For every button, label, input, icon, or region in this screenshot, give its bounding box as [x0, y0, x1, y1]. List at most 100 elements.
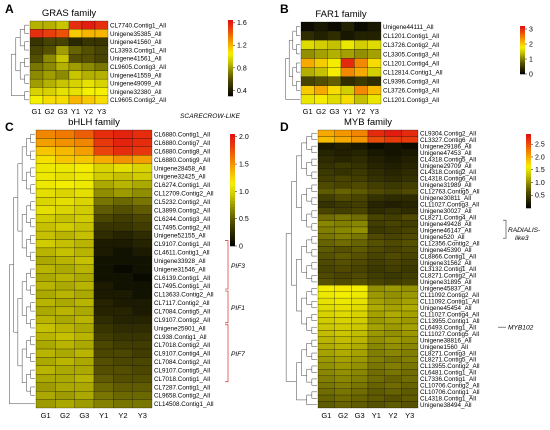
- heatmap-cell: [132, 264, 153, 274]
- heatmap-cell: [93, 256, 114, 265]
- heatmap-cell: [401, 233, 419, 241]
- dendrogram-branch: [24, 74, 29, 84]
- heatmap-cell: [29, 29, 44, 38]
- heatmap-cell: [367, 58, 382, 68]
- dendrogram-branch: [30, 133, 35, 143]
- row-label: CL8866.Contig1_All: [420, 253, 476, 260]
- color-scale-step: [230, 156, 235, 160]
- heatmap-cell: [93, 146, 114, 156]
- heatmap-cell: [367, 246, 385, 253]
- heatmap-cell: [42, 78, 57, 88]
- heatmap-cell: [367, 233, 385, 241]
- row-label: CL6244.Contig3_All: [154, 216, 210, 223]
- heatmap-cell: [113, 214, 133, 223]
- color-scale-step: [526, 200, 531, 203]
- heatmap-cell: [351, 175, 369, 182]
- heatmap-cell: [401, 181, 419, 189]
- heatmap-cell: [384, 200, 402, 208]
- gene-group-label: PIF3: [231, 263, 245, 270]
- row-label: CL9304.Contig2_All: [420, 130, 476, 137]
- color-scale-step: [228, 63, 233, 66]
- heatmap-cell: [317, 207, 335, 215]
- heatmap-cell: [401, 323, 419, 331]
- color-scale-step: [520, 45, 525, 47]
- dendrogram-branch: [30, 235, 35, 244]
- row-label: CL8271.Contig5_All: [420, 357, 476, 364]
- heatmap-cell: [68, 78, 83, 88]
- heatmap-cell: [334, 129, 352, 137]
- color-scale-step: [228, 78, 233, 82]
- heatmap-cell: [93, 247, 114, 257]
- row-label: Unigene31546_All: [154, 266, 205, 273]
- heatmap-cell: [29, 87, 44, 96]
- heatmap-cell: [113, 264, 133, 274]
- heatmap-cell: [81, 95, 96, 105]
- heatmap-cell: [55, 391, 75, 400]
- heatmap-cells: [300, 21, 382, 105]
- heatmap-cell: [384, 310, 402, 318]
- color-scale-step: [520, 29, 525, 32]
- color-scale-step: [520, 42, 525, 45]
- heatmap-cell: [384, 246, 402, 253]
- heatmap-cell: [351, 304, 369, 312]
- color-scale-step: [526, 196, 531, 200]
- column-label: Y1: [372, 411, 381, 420]
- heatmap-cell: [317, 239, 335, 247]
- heatmap-cell: [132, 256, 153, 265]
- heatmap-cell: [334, 356, 352, 363]
- color-scale-step: [520, 70, 525, 72]
- row-label: Unigene520_All: [420, 234, 464, 241]
- heatmap-cell: [55, 273, 75, 282]
- heatmap-cell: [317, 401, 335, 409]
- heatmap-cell: [367, 285, 385, 292]
- heatmap-cell: [55, 399, 75, 409]
- heatmap-cell: [55, 382, 75, 392]
- heatmap-cell: [334, 200, 352, 208]
- color-scale-legend: 1.6 1.2 0.8 0.4: [228, 20, 247, 97]
- heatmap-cell: [317, 285, 335, 292]
- color-scale-step: [526, 135, 531, 138]
- heatmap-cell: [55, 45, 70, 55]
- column-label: G3: [329, 107, 339, 116]
- heatmap-cell: [132, 348, 153, 358]
- heatmap-cell: [132, 399, 153, 409]
- panel-letter: C: [5, 120, 14, 134]
- row-label: CL4318.Contig2_All: [420, 169, 476, 176]
- heatmap-cell: [367, 388, 385, 396]
- heatmap-cell: [334, 317, 352, 325]
- color-scale-step: [230, 176, 235, 180]
- dendrogram-branch: [311, 314, 317, 321]
- heatmap-cell: [351, 252, 369, 260]
- dendrogram-branch: [306, 265, 312, 279]
- dendrogram-branch: [311, 275, 317, 283]
- heatmap-cell: [354, 67, 368, 77]
- heatmap-cell: [334, 343, 352, 350]
- heatmap-cell: [334, 155, 352, 163]
- row-label: CL7740.Contig1_All: [110, 23, 166, 30]
- heatmap-cell: [334, 181, 352, 189]
- heatmap-cell: [367, 239, 385, 247]
- heatmap-cell: [351, 343, 369, 350]
- heatmap-cell: [367, 76, 382, 86]
- heatmap-cell: [74, 146, 95, 156]
- dendrogram-branch: [24, 91, 29, 101]
- color-scale-step: [230, 190, 235, 194]
- heatmap-cell: [351, 356, 369, 363]
- heatmap-cell: [93, 298, 114, 308]
- heatmap-cell: [35, 264, 56, 274]
- heatmap-cell: [367, 375, 385, 383]
- heatmap-cell: [351, 388, 369, 396]
- heatmap-cell: [401, 194, 419, 202]
- heatmap-cell: [317, 369, 335, 376]
- heatmap-cell: [401, 149, 419, 156]
- heatmap-cell: [55, 323, 75, 333]
- dendrogram-branch: [24, 24, 29, 34]
- row-label: CL7084.Contig5_All: [154, 309, 210, 316]
- dendrogram-branch: [30, 369, 35, 379]
- dendrogram-branch: [311, 288, 317, 296]
- dendrogram-branch: [26, 374, 31, 392]
- heatmap-cell: [35, 323, 56, 333]
- heatmap-cell: [93, 264, 114, 274]
- heatmap-cell: [351, 297, 369, 305]
- dendrogram-branch: [311, 262, 317, 270]
